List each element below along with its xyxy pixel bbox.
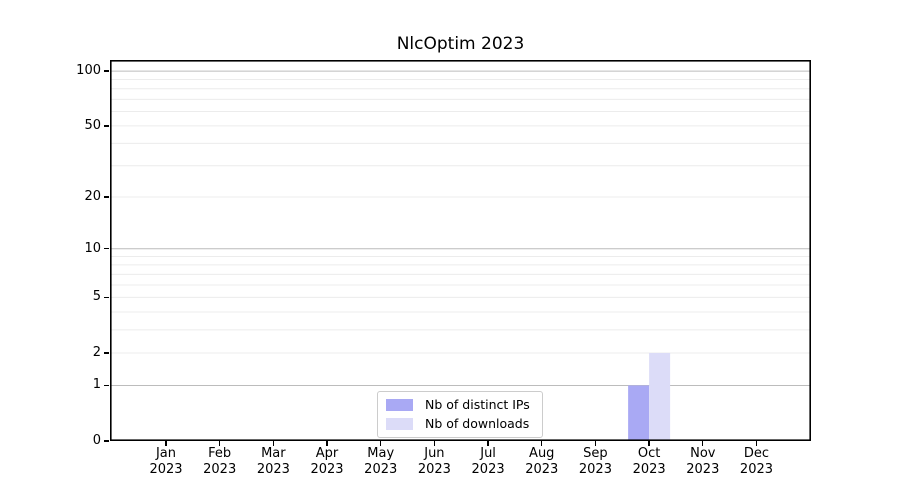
x-tick-month: Oct <box>637 446 661 461</box>
x-tick-year: 2023 <box>686 461 720 477</box>
x-tick-year: 2023 <box>471 461 505 477</box>
x-tick-month: Jul <box>480 446 496 461</box>
x-tick-month: Jan <box>155 446 177 461</box>
x-tick-label: Aug 2023 <box>512 446 572 477</box>
bar-distinct-ips <box>628 385 650 441</box>
legend-item: Nb of downloads <box>386 417 530 431</box>
y-tick-mark <box>104 296 109 299</box>
x-tick-mark <box>702 441 704 446</box>
x-tick-label: Apr 2023 <box>297 446 357 477</box>
y-tick-mark <box>104 125 109 127</box>
x-tick-month: Feb <box>208 446 232 461</box>
x-tick-mark <box>165 441 167 446</box>
legend: Nb of distinct IPs Nb of downloads <box>377 391 543 438</box>
y-tick-mark <box>104 248 109 250</box>
x-tick-year: 2023 <box>739 461 774 477</box>
x-tick-mark <box>755 441 758 446</box>
y-tick-mark <box>104 70 109 72</box>
x-tick-mark <box>272 441 275 446</box>
y-tick-mark <box>104 352 109 354</box>
x-tick-label: Dec 2023 <box>726 446 786 477</box>
x-tick-mark <box>433 441 436 446</box>
legend-label: Nb of downloads <box>425 416 530 431</box>
y-tick-label: 50 <box>84 117 101 133</box>
x-tick-mark <box>648 441 650 446</box>
x-tick-month: Aug <box>529 446 555 461</box>
y-tick-label: 20 <box>84 188 101 204</box>
x-tick-label: Nov 2023 <box>673 446 733 477</box>
x-tick-year: 2023 <box>203 461 237 477</box>
y-tick-label: 2 <box>92 344 101 360</box>
y-tick-label: 1 <box>92 377 101 393</box>
legend-swatch <box>386 418 413 430</box>
y-tick-mark <box>104 384 109 387</box>
legend-swatch <box>386 399 413 411</box>
x-tick-year: 2023 <box>525 461 559 477</box>
x-tick-year: 2023 <box>256 461 290 477</box>
x-tick-label: Jan 2023 <box>136 446 196 477</box>
chart-title: NlcOptim 2023 <box>396 34 525 54</box>
x-tick-mark <box>218 441 221 446</box>
x-tick-mark <box>326 441 328 446</box>
x-tick-label: Sep 2023 <box>565 446 625 477</box>
x-tick-month: Mar <box>261 446 286 461</box>
y-tick-label: 0 <box>92 433 101 448</box>
x-tick-year: 2023 <box>364 461 398 477</box>
y-tick-label: 5 <box>92 289 101 305</box>
x-tick-mark <box>594 441 597 446</box>
x-tick-year: 2023 <box>149 461 183 477</box>
x-tick-mark <box>380 441 382 446</box>
x-tick-month: Apr <box>315 446 339 461</box>
x-tick-month: Nov <box>690 446 716 461</box>
x-tick-mark <box>541 441 543 446</box>
plot-area <box>110 60 811 441</box>
y-tick-label: 10 <box>84 240 101 256</box>
x-tick-label: Mar 2023 <box>243 446 303 477</box>
x-tick-label: Jul 2023 <box>458 446 518 477</box>
legend-item: Nb of distinct IPs <box>386 398 530 412</box>
y-tick-mark <box>104 196 109 198</box>
plot-canvas <box>110 60 811 441</box>
y-tick-label: 100 <box>76 63 101 79</box>
x-tick-label: May 2023 <box>351 446 411 477</box>
x-tick-year: 2023 <box>417 461 451 477</box>
x-tick-month: May <box>367 446 395 461</box>
x-tick-label: Oct 2023 <box>619 446 679 477</box>
bar-downloads <box>649 352 671 441</box>
legend-label: Nb of distinct IPs <box>425 397 530 412</box>
x-tick-month: Dec <box>743 446 770 461</box>
x-tick-year: 2023 <box>632 461 666 477</box>
x-tick-month: Jun <box>424 446 445 461</box>
x-tick-label: Feb 2023 <box>190 446 250 477</box>
x-tick-year: 2023 <box>578 461 612 477</box>
x-tick-mark <box>487 441 489 446</box>
x-tick-label: Jun 2023 <box>404 446 464 477</box>
x-tick-month: Sep <box>583 446 608 461</box>
plot-spine <box>110 60 811 441</box>
y-tick-mark <box>104 440 109 442</box>
x-tick-year: 2023 <box>310 461 344 477</box>
